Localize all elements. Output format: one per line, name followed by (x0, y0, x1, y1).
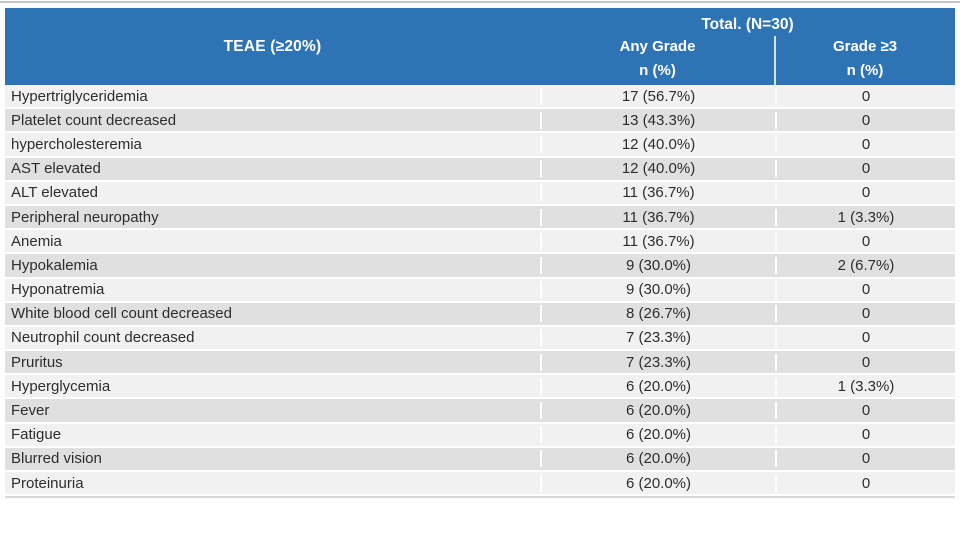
teae-cell: Proteinuria (11, 474, 84, 492)
teae-cell: Hyperglycemia (11, 377, 111, 395)
grade3-cell: 1 (3.3%) (775, 377, 955, 395)
any-grade-cell: 8 (26.7%) (540, 305, 775, 323)
any-grade-cell: 6 (20.0%) (540, 474, 775, 492)
table-row: AST elevated 12 (40.0%) 0 (5, 157, 955, 182)
any-grade-cell: 9 (30.0%) (540, 256, 775, 274)
any-grade-cell: 7 (23.3%) (540, 329, 775, 347)
table-row: Proteinuria 6 (20.0%) 0 (5, 472, 955, 497)
any-grade-cell: 9 (30.0%) (540, 281, 775, 299)
top-divider-line (0, 1, 960, 3)
teae-cell: Fever (11, 402, 50, 420)
table-row: Pruritus 7 (23.3%) 0 (5, 351, 955, 376)
any-grade-cell: 6 (20.0%) (540, 450, 775, 468)
grade3-cell: 0 (775, 305, 955, 323)
grade3-cell: 0 (775, 184, 955, 202)
teae-cell: Blurred vision (11, 450, 102, 468)
any-grade-cell: 17 (56.7%) (540, 87, 775, 105)
grade3-n-pct-label: n (%) (846, 61, 884, 79)
grade3-cell: 0 (775, 353, 955, 371)
any-grade-cell: 12 (40.0%) (540, 135, 775, 153)
any-grade-cell: 11 (36.7%) (540, 208, 775, 226)
grade3-cell: 0 (775, 135, 955, 153)
grade3-cell: 0 (775, 87, 955, 105)
teae-cell: Neutrophil count decreased (11, 329, 195, 347)
table-header: TEAE (≥20%) Total. (N=30) Any Grade n (%… (5, 8, 955, 85)
grade3-cell: 0 (775, 160, 955, 178)
grade3-cell: 0 (775, 281, 955, 299)
teae-cell: Fatigue (11, 426, 62, 444)
teae-cell: hypercholesteremia (11, 135, 142, 153)
table-row: Platelet count decreased 13 (43.3%) 0 (5, 109, 955, 134)
header-subrow: Any Grade n (%) Grade ≥3 n (%) (540, 34, 955, 85)
teae-cell: White blood cell count decreased (11, 305, 232, 323)
any-grade-cell: 6 (20.0%) (540, 426, 775, 444)
table-row: hypercholesteremia 12 (40.0%) 0 (5, 133, 955, 158)
grade3-cell: 0 (775, 111, 955, 129)
teae-cell: Platelet count decreased (11, 111, 177, 129)
table-row: Anemia 11 (36.7%) 0 (5, 230, 955, 255)
any-grade-cell: 6 (20.0%) (540, 402, 775, 420)
table-row: ALT elevated 11 (36.7%) 0 (5, 181, 955, 206)
teae-cell: Pruritus (11, 353, 63, 371)
group-header-total: Total. (N=30) (701, 16, 794, 33)
teae-cell: AST elevated (11, 160, 101, 178)
table-row: Fever 6 (20.0%) 0 (5, 399, 955, 424)
grade3-cell: 0 (775, 426, 955, 444)
table-row: Fatigue 6 (20.0%) 0 (5, 423, 955, 448)
table-row: White blood cell count decreased 8 (26.7… (5, 302, 955, 327)
table-row: Peripheral neuropathy 11 (36.7%) 1 (3.3%… (5, 205, 955, 231)
teae-cell: ALT elevated (11, 184, 99, 202)
teae-cell: Anemia (11, 232, 62, 250)
teae-cell: Hypertriglyceridemia (11, 87, 148, 105)
teae-cell: Peripheral neuropathy (11, 208, 159, 226)
col-header-teae: TEAE (≥20%) (223, 37, 322, 55)
any-grade-n-pct-label: n (%) (639, 61, 676, 79)
table-row: Hyperglycemia 6 (20.0%) 1 (3.3%) (5, 375, 955, 400)
grade3-cell: 0 (775, 402, 955, 420)
table-row: Neutrophil count decreased 7 (23.3%) 0 (5, 326, 955, 352)
col-header-any-grade: Any Grade n (%) (540, 34, 775, 85)
grade3-cell: 2 (6.7%) (775, 256, 955, 274)
table-row: Blurred vision 6 (20.0%) 0 (5, 447, 955, 472)
any-grade-cell: 7 (23.3%) (540, 353, 775, 371)
any-grade-cell: 6 (20.0%) (540, 377, 775, 395)
grade3-label: Grade ≥3 (832, 37, 898, 55)
any-grade-cell: 11 (36.7%) (540, 232, 775, 250)
header-column-divider (774, 36, 776, 85)
teae-table: TEAE (≥20%) Total. (N=30) Any Grade n (%… (5, 8, 955, 499)
teae-cell: Hyponatremia (11, 281, 105, 299)
header-right-group: Total. (N=30) Any Grade n (%) Grade ≥3 n… (540, 8, 955, 85)
any-grade-cell: 12 (40.0%) (540, 160, 775, 178)
grade3-cell: 0 (775, 474, 955, 492)
teae-cell: Hypokalemia (11, 256, 98, 274)
grade3-cell: 0 (775, 450, 955, 468)
table-row: Hypertriglyceridemia 17 (56.7%) 0 (5, 85, 955, 110)
grade3-cell: 1 (3.3%) (775, 208, 955, 226)
any-grade-cell: 13 (43.3%) (540, 111, 775, 129)
table-row: Hyponatremia 9 (30.0%) 0 (5, 278, 955, 303)
table-body: Hypertriglyceridemia 17 (56.7%) 0 Platel… (5, 85, 955, 499)
grade3-cell: 0 (775, 232, 955, 250)
any-grade-label: Any Grade (619, 37, 696, 55)
col-header-grade3: Grade ≥3 n (%) (775, 34, 955, 85)
grade3-cell: 0 (775, 329, 955, 347)
table-row: Hypokalemia 9 (30.0%) 2 (6.7%) (5, 254, 955, 279)
any-grade-cell: 11 (36.7%) (540, 184, 775, 202)
